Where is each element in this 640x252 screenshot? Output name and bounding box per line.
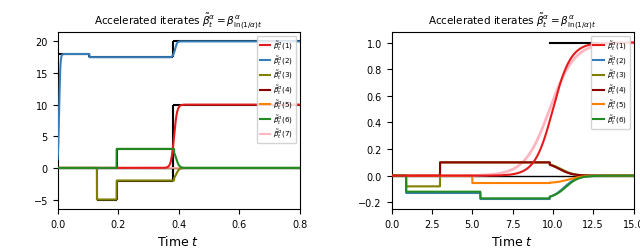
- Title: Accelerated iterates $\tilde{\beta}^\alpha_t = \beta^\alpha_{\ln(1/\alpha)t}$: Accelerated iterates $\tilde{\beta}^\alp…: [94, 11, 263, 31]
- Legend: $\tilde{\beta}^\alpha_t(1)$, $\tilde{\beta}^\alpha_t(2)$, $\tilde{\beta}^\alpha_: $\tilde{\beta}^\alpha_t(1)$, $\tilde{\be…: [257, 36, 296, 144]
- Legend: $\tilde{\beta}^\alpha_t(1)$, $\tilde{\beta}^\alpha_t(2)$, $\tilde{\beta}^\alpha_: $\tilde{\beta}^\alpha_t(1)$, $\tilde{\be…: [591, 36, 630, 129]
- X-axis label: Time $t$: Time $t$: [157, 234, 200, 248]
- Title: Accelerated iterates $\tilde{\beta}^\alpha_t = \beta^\alpha_{\ln(1/\alpha)t}$: Accelerated iterates $\tilde{\beta}^\alp…: [428, 11, 597, 31]
- X-axis label: Time $t$: Time $t$: [492, 234, 534, 248]
